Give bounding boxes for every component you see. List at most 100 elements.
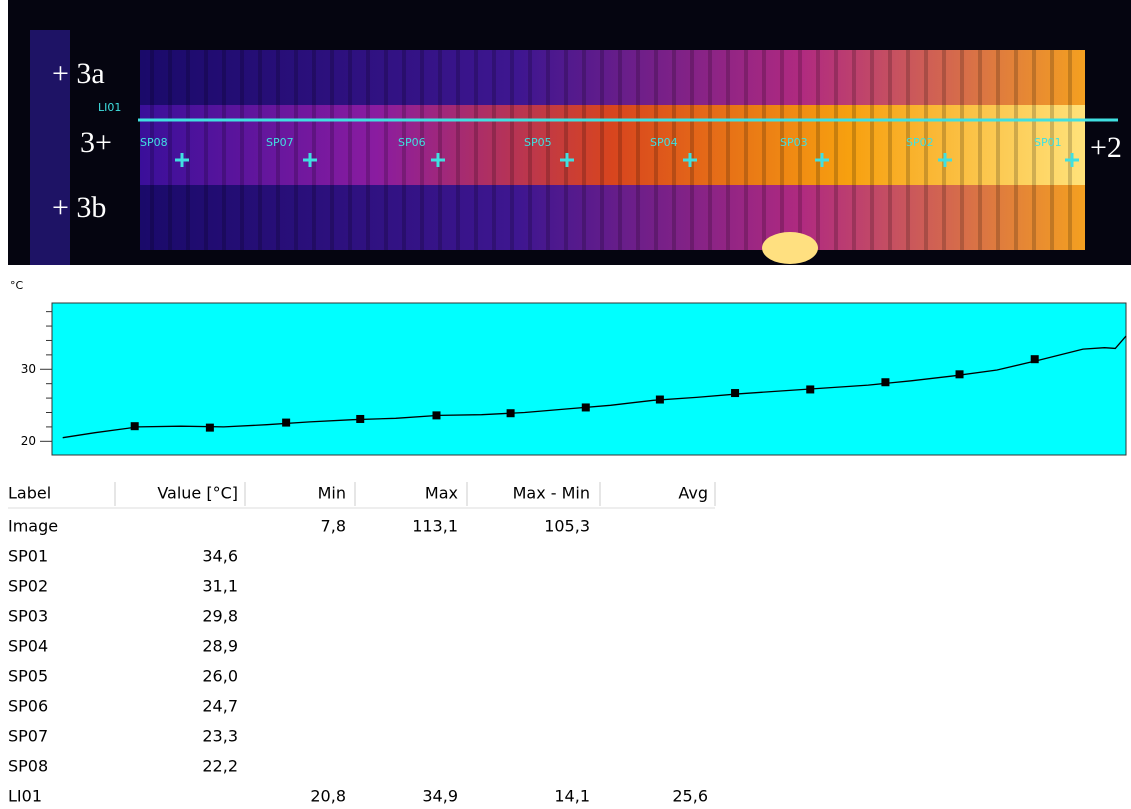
table-header: Max - Min bbox=[513, 484, 590, 503]
fin-shadow bbox=[816, 50, 820, 250]
image-label: 3+ bbox=[80, 126, 112, 159]
fin-shadow bbox=[690, 50, 694, 250]
fin-shadow bbox=[996, 50, 1000, 250]
table-cell: 34,9 bbox=[422, 787, 458, 806]
table-cell: 29,8 bbox=[202, 607, 238, 626]
fin-shadow bbox=[204, 50, 208, 250]
fin-shadow bbox=[222, 50, 226, 250]
y-tick-label: 20 bbox=[21, 434, 36, 448]
spot-label: SP03 bbox=[780, 136, 808, 149]
fin-shadow bbox=[726, 50, 730, 250]
hot-spot bbox=[762, 232, 818, 264]
profile-marker bbox=[956, 370, 964, 378]
fin-shadow bbox=[582, 50, 586, 250]
table-header: Avg bbox=[678, 484, 708, 503]
table-cell: SP01 bbox=[8, 547, 48, 566]
profile-marker bbox=[731, 389, 739, 397]
fin-shadow bbox=[186, 50, 190, 250]
table-cell: 113,1 bbox=[412, 517, 458, 536]
table-cell: 25,6 bbox=[672, 787, 708, 806]
table-cell: 26,0 bbox=[202, 667, 238, 686]
fin-shadow bbox=[636, 50, 640, 250]
fin-shadow bbox=[240, 50, 244, 250]
profile-marker bbox=[432, 411, 440, 419]
image-label: + 3a bbox=[52, 57, 105, 90]
profile-marker bbox=[131, 422, 139, 430]
profile-marker bbox=[282, 419, 290, 427]
fin-shadow bbox=[348, 50, 352, 250]
table-cell: 14,1 bbox=[554, 787, 590, 806]
fin-shadow bbox=[1014, 50, 1018, 250]
fin-shadow bbox=[654, 50, 658, 250]
fin-shadow bbox=[528, 50, 532, 250]
profile-marker bbox=[356, 415, 364, 423]
y-tick-label: 30 bbox=[21, 362, 36, 376]
table-cell: LI01 bbox=[8, 787, 42, 806]
table-header: Max bbox=[425, 484, 458, 503]
table-cell: Image bbox=[8, 517, 58, 536]
profile-marker bbox=[656, 396, 664, 404]
fin-shadow bbox=[258, 50, 262, 250]
fin-shadow bbox=[294, 50, 298, 250]
fin-shadow bbox=[978, 50, 982, 250]
table-cell: 34,6 bbox=[202, 547, 238, 566]
fin-shadow bbox=[672, 50, 676, 250]
fin-shadow bbox=[456, 50, 460, 250]
fin-shadow bbox=[330, 50, 334, 250]
table-cell: SP07 bbox=[8, 727, 48, 746]
fin-shadow bbox=[546, 50, 550, 250]
fin-shadow bbox=[888, 50, 892, 250]
table-cell: 20,8 bbox=[310, 787, 346, 806]
fin-shadow bbox=[474, 50, 478, 250]
table-header: Min bbox=[318, 484, 346, 503]
fin-shadow bbox=[618, 50, 622, 250]
table-cell: SP03 bbox=[8, 607, 48, 626]
profile-marker bbox=[1031, 355, 1039, 363]
fin-shadow bbox=[438, 50, 442, 250]
table-cell: 23,3 bbox=[202, 727, 238, 746]
fin-shadow bbox=[942, 50, 946, 250]
image-label: + 3b bbox=[52, 191, 106, 224]
table-cell: 31,1 bbox=[202, 577, 238, 596]
line-label: LI01 bbox=[98, 101, 121, 114]
spot-label: SP07 bbox=[266, 136, 294, 149]
fin-shadow bbox=[870, 50, 874, 250]
fin-shadow bbox=[708, 50, 712, 250]
spot-label: SP02 bbox=[906, 136, 934, 149]
fin-shadow bbox=[366, 50, 370, 250]
spot-label: SP05 bbox=[524, 136, 552, 149]
profile-marker bbox=[507, 409, 515, 417]
fin-shadow bbox=[510, 50, 514, 250]
fin-shadow bbox=[960, 50, 964, 250]
table-cell: SP05 bbox=[8, 667, 48, 686]
spot-label: SP04 bbox=[650, 136, 678, 149]
fin-shadow bbox=[906, 50, 910, 250]
table-cell: SP06 bbox=[8, 697, 48, 716]
table-cell: SP02 bbox=[8, 577, 48, 596]
table-cell: SP04 bbox=[8, 637, 48, 656]
table-cell: 28,9 bbox=[202, 637, 238, 656]
fin-shadow bbox=[492, 50, 496, 250]
plot-area bbox=[52, 303, 1126, 455]
table-cell: 7,8 bbox=[321, 517, 346, 536]
fin-shadow bbox=[564, 50, 568, 250]
profile-marker bbox=[881, 378, 889, 386]
profile-marker bbox=[206, 424, 214, 432]
table-header: Label bbox=[8, 484, 51, 503]
fin-shadow bbox=[1068, 50, 1072, 250]
fin-shadow bbox=[402, 50, 406, 250]
spot-label: SP06 bbox=[398, 136, 426, 149]
fin-shadow bbox=[600, 50, 604, 250]
y-axis-label: °C bbox=[10, 279, 24, 292]
fin-shadow bbox=[798, 50, 802, 250]
table-cell: 22,2 bbox=[202, 757, 238, 776]
table-cell: 105,3 bbox=[544, 517, 590, 536]
spot-label: SP08 bbox=[140, 136, 168, 149]
table-header: Value [°C] bbox=[157, 484, 238, 503]
fin-shadow bbox=[1032, 50, 1036, 250]
fin-shadow bbox=[384, 50, 388, 250]
fin-shadow bbox=[312, 50, 316, 250]
table-cell: 24,7 bbox=[202, 697, 238, 716]
fin-shadow bbox=[744, 50, 748, 250]
fin-shadow bbox=[852, 50, 856, 250]
